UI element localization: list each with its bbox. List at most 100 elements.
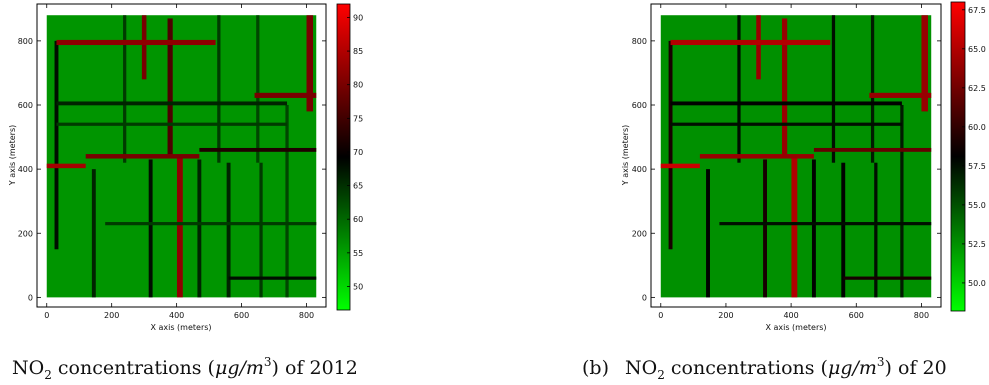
x-axis: 0 200 400 600 800: [658, 4, 929, 320]
colorbar-tick-label: 65.0: [968, 45, 986, 54]
y-axis: 0 200 400 600 800: [18, 37, 326, 302]
x-tick-label: 800: [299, 311, 314, 320]
x-axis: 0 200 400 600 800: [44, 4, 314, 320]
colorbar-tick-label: 57.5: [968, 162, 986, 171]
colorbar-tick-label: 60: [353, 215, 363, 224]
x-axis-label: X axis (meters): [150, 323, 211, 332]
caption-b-no: NO: [625, 357, 657, 379]
heatmap-cell: [670, 122, 902, 126]
heatmap-cell: [46, 163, 86, 169]
x-tick-label: 600: [849, 311, 864, 320]
heatmap-cell: [167, 18, 173, 157]
heatmap-cell: [706, 169, 710, 298]
heatmap-cell: [176, 156, 183, 298]
heatmap-cell: [217, 15, 221, 163]
caption-a-unit: μg/m: [215, 357, 264, 379]
y-axis-label: Y axis (meters): [8, 125, 17, 186]
x-tick-label: 0: [44, 311, 49, 320]
svg-text:NO2 concentrations (μg/m3) of: NO2 concentrations (μg/m3) of 2012: [12, 355, 358, 382]
y-tick-label: 800: [18, 37, 33, 46]
y-tick-label: 400: [18, 165, 33, 174]
heatmap-cell: [870, 15, 875, 163]
x-tick-label: 200: [104, 311, 119, 320]
heatmap-cell: [199, 147, 317, 152]
caption-a-mid: concentrations (: [52, 357, 215, 379]
colorbar-ticks: 50.0 52.5 55.0 57.5 60.0 62.5 65.0 67.5: [962, 6, 986, 288]
heatmap-cell: [719, 222, 932, 226]
y-tick-label: 0: [28, 293, 33, 302]
colorbar-tick-label: 67.5: [968, 6, 986, 15]
x-axis-label: X axis (meters): [765, 323, 826, 332]
heatmap-cell: [699, 154, 814, 159]
heatmap-cell: [123, 15, 127, 163]
heatmap-cell: [811, 159, 816, 298]
colorbar-tick-label: 60.0: [968, 123, 986, 132]
heatmap-cell: [921, 15, 928, 112]
heatmap-cell: [56, 122, 288, 126]
caption-b-label: (b): [582, 357, 609, 379]
y-tick-label: 0: [642, 293, 647, 302]
heatmap-cell: [254, 92, 317, 98]
heatmap-panel-2015: 0 200 400 600 800 0 200 400 600 800 X axis (mete…: [621, 1, 986, 332]
x-tick-label: 400: [783, 311, 798, 320]
heatmap-cell: [306, 15, 314, 112]
caption-b: (b) NO2 concentrations (μg/m3) of 20: [582, 355, 947, 382]
heatmap-cell: [259, 162, 263, 298]
y-tick-label: 600: [18, 101, 33, 110]
heatmap-cell: [670, 39, 831, 46]
caption-b-mid: concentrations (: [665, 357, 828, 379]
y-tick-label: 600: [632, 101, 647, 110]
colorbar-tick-label: 80: [353, 81, 363, 90]
colorbar-tick-label: 65: [353, 182, 363, 191]
colorbar-tick-label: 70: [353, 148, 363, 157]
heatmap-cell: [660, 163, 700, 169]
heatmap-cell: [781, 18, 788, 157]
colorbar-tick-label: 75: [353, 114, 363, 123]
heatmap-cell: [91, 169, 96, 298]
colorbar-tick-label: 85: [353, 47, 363, 56]
colorbar-tick-label: 55.0: [968, 201, 986, 210]
y-tick-label: 200: [18, 229, 33, 238]
heatmap-cell: [56, 101, 288, 106]
heatmap-cell: [285, 105, 289, 298]
y-tick-label: 800: [632, 37, 647, 46]
caption-a-sub: 2: [44, 368, 52, 382]
heatmap-cell: [670, 101, 902, 106]
heatmap-cell: [869, 92, 932, 98]
heatmap-cells: [46, 15, 317, 298]
caption-b-unit: μg/m: [828, 357, 877, 379]
caption-a-tail: ) of 2012: [272, 357, 358, 379]
caption-a-exp: 3: [264, 355, 272, 369]
y-tick-label: 200: [632, 229, 647, 238]
heatmap-cell: [141, 15, 147, 80]
heatmap-cell: [668, 40, 673, 250]
colorbar: [950, 1, 966, 312]
heatmap-cell: [148, 159, 153, 298]
heatmap-cell: [843, 276, 932, 280]
x-tick-label: 200: [718, 311, 733, 320]
colorbar-tick-label: 52.5: [968, 240, 986, 249]
heatmap-cell: [900, 105, 904, 298]
heatmap-cell: [228, 276, 317, 280]
y-axis: 0 200 400 600 800: [632, 37, 941, 302]
heatmap-cell: [85, 154, 200, 159]
heatmap-cell: [763, 159, 767, 298]
caption-b-tail: ) of 20: [885, 357, 947, 379]
colorbar-tick-label: 62.5: [968, 84, 986, 93]
heatmap-cell: [105, 222, 317, 226]
heatmap-cell: [841, 162, 846, 298]
heatmap-cell: [226, 162, 231, 298]
x-tick-label: 800: [914, 311, 929, 320]
colorbar: [336, 3, 351, 311]
x-tick-label: 600: [234, 311, 249, 320]
heatmap-cell: [256, 15, 260, 163]
heatmap-cell: [197, 159, 202, 298]
colorbar-tick-label: 90: [353, 13, 363, 22]
caption-b-exp: 3: [877, 355, 885, 369]
colorbar-tick-label: 55: [353, 249, 363, 258]
heatmap-cell: [813, 147, 932, 152]
y-axis-label: Y axis (meters): [621, 125, 630, 186]
heatmap-cell: [756, 15, 761, 80]
heatmap-cell: [831, 15, 836, 163]
